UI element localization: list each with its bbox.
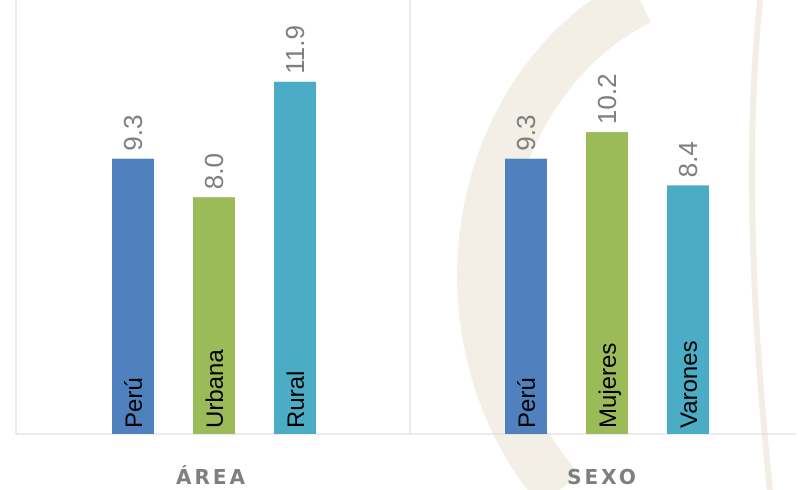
bar-sexo-3 [667,185,709,434]
category-label: Urbana [202,349,229,428]
value-label: 9.3 [118,115,148,151]
value-label: 11.9 [280,25,310,74]
value-label: 8.4 [673,141,703,177]
category-label: Mujeres [595,343,622,428]
bar-sexo-1 [505,158,547,434]
category-label: Perú [514,377,541,428]
bar-área-3 [274,81,316,434]
bar-sexo-2 [586,132,628,434]
group-label: SEXO [567,465,639,489]
bar-área-2 [193,197,235,434]
category-label: Rural [283,371,310,428]
group-label: ÁREA [176,465,248,489]
value-label: 8.0 [199,153,229,189]
value-label: 10.2 [592,73,622,124]
value-label: 9.3 [511,115,541,151]
category-label: Varones [676,340,703,428]
category-label: Perú [121,377,148,428]
bar-área-1 [112,158,154,434]
